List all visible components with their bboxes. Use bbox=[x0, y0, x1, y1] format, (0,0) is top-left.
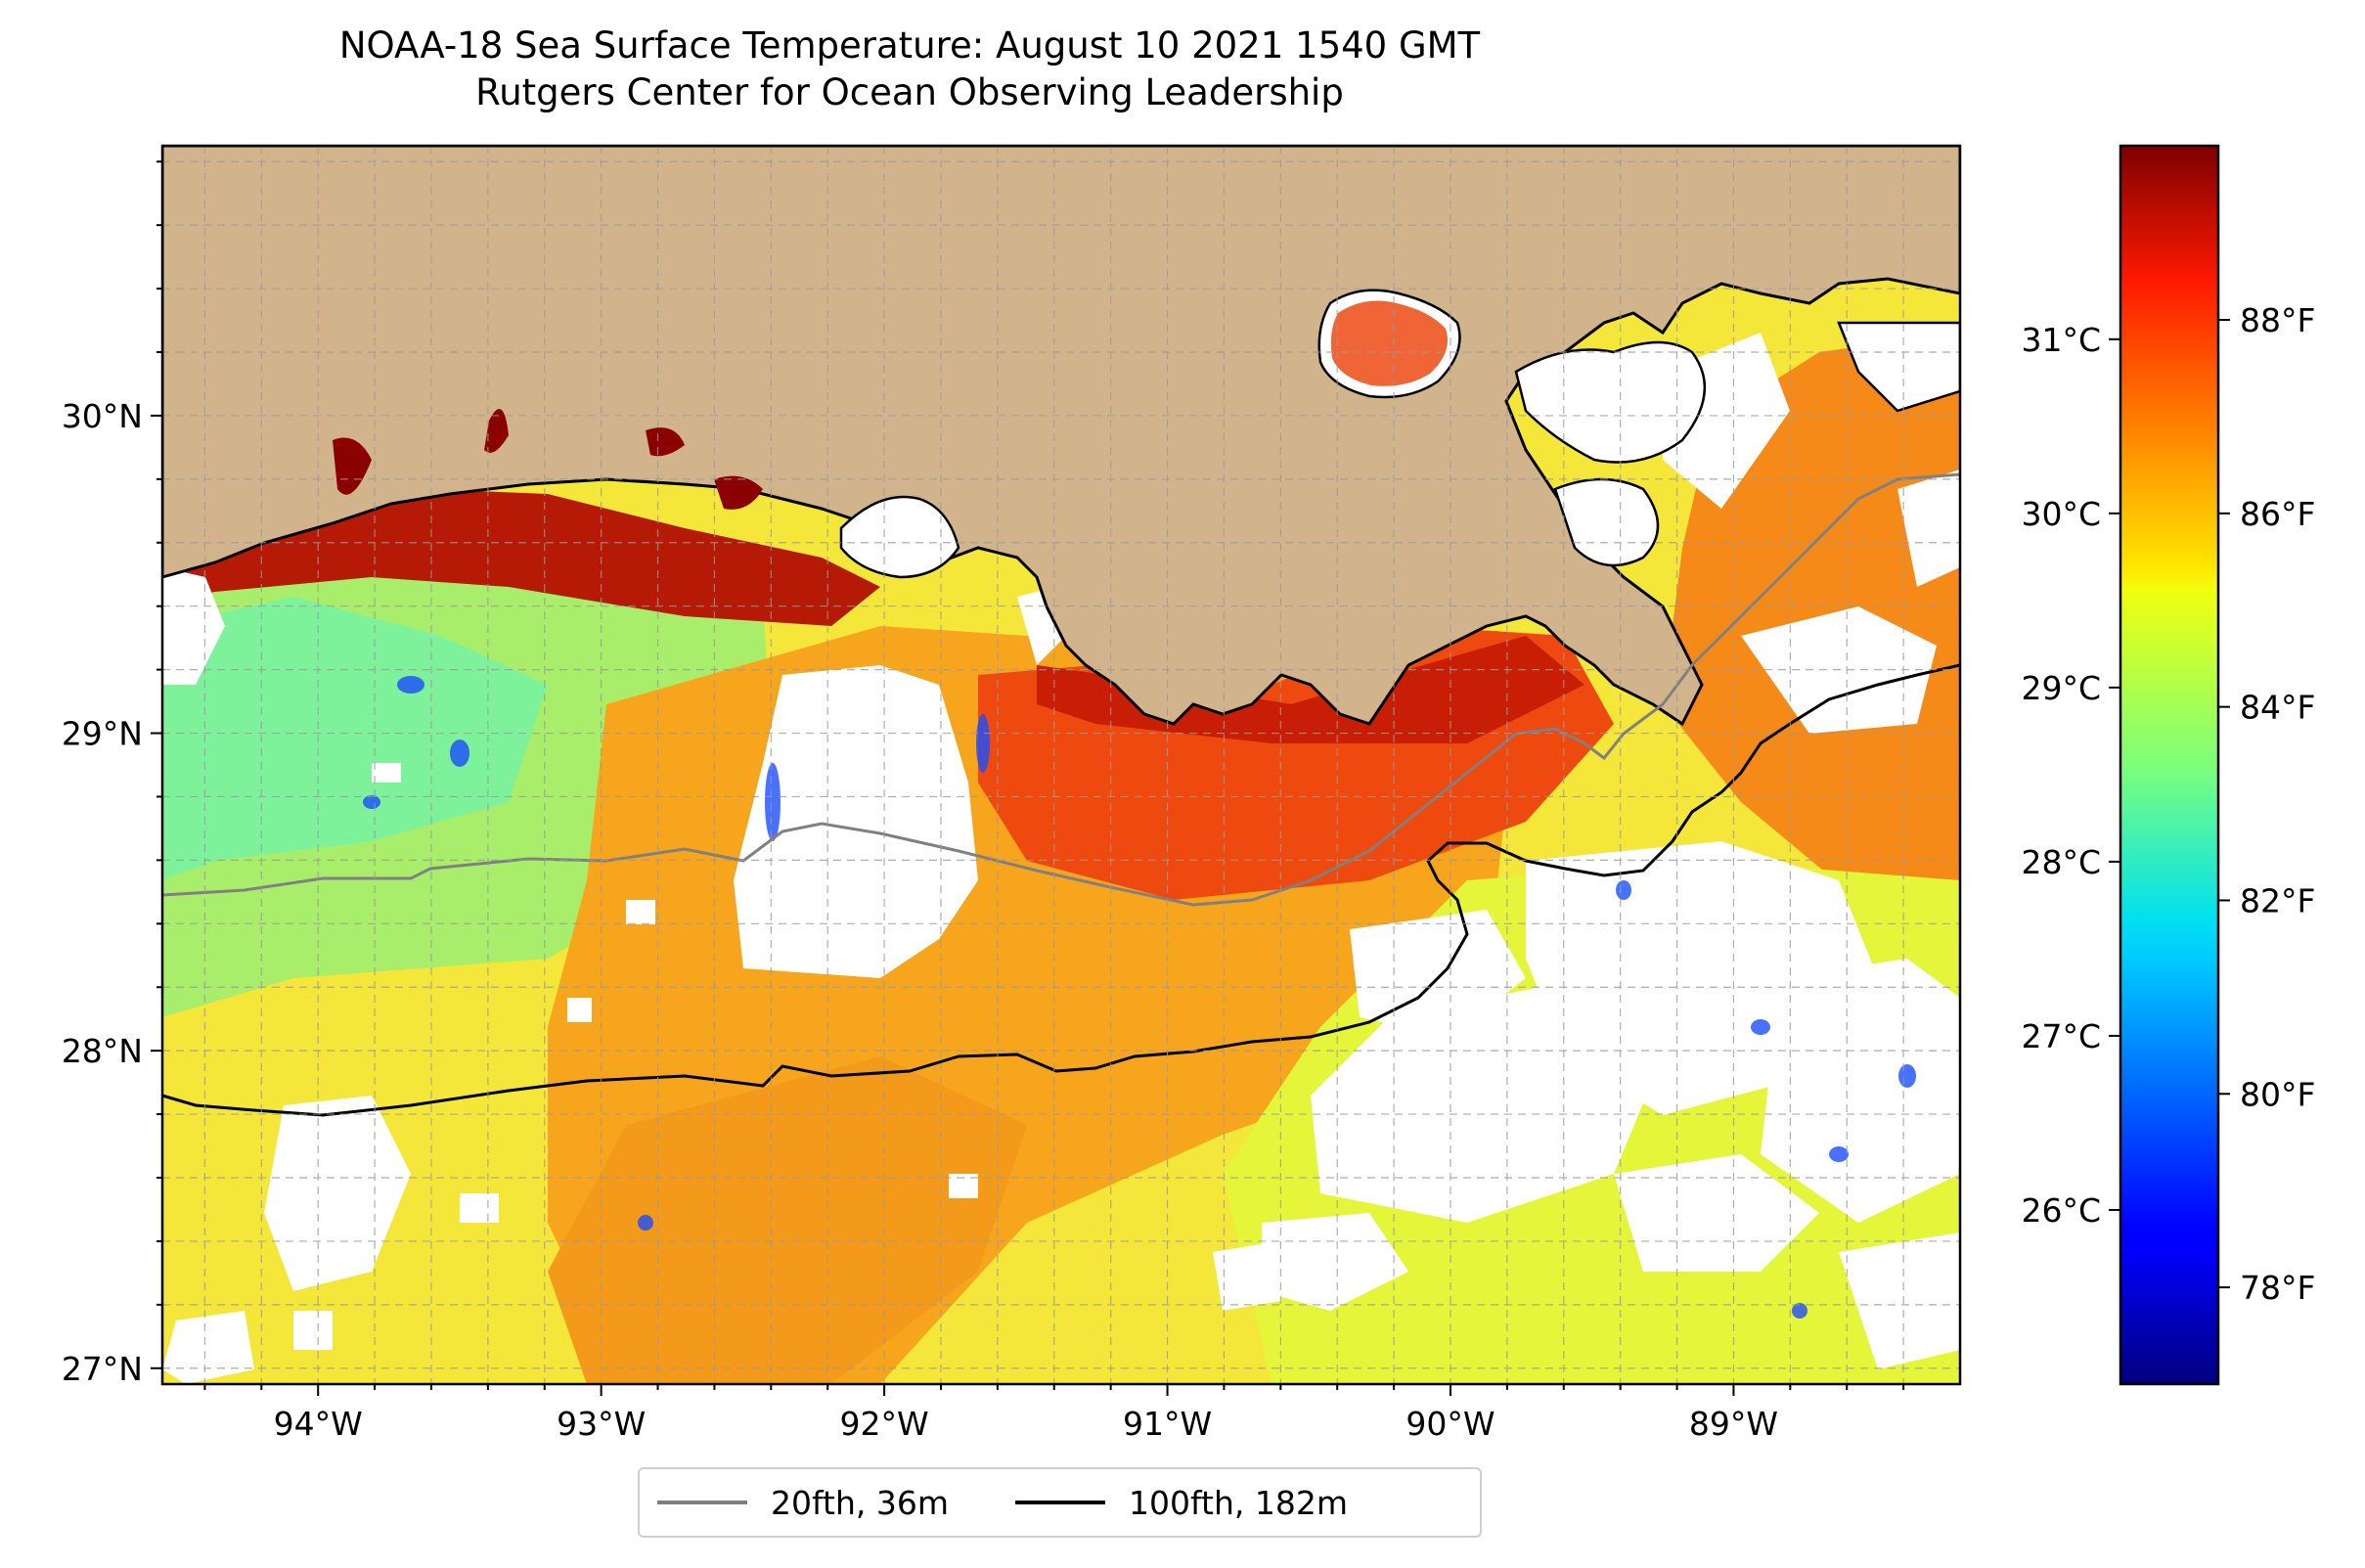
colorbar-c-label: 30°C bbox=[2021, 495, 2101, 533]
lon-tick-label: 90°W bbox=[1406, 1405, 1495, 1443]
map-canvas bbox=[162, 146, 1960, 1384]
map-frame bbox=[160, 144, 1962, 1386]
colorbar-c-label: 26°C bbox=[2021, 1191, 2101, 1230]
map-axis-ticks: 94°W 93°W 92°W 91°W 90°W 89°W 30°N 29°N 28°N 27°N bbox=[62, 160, 1905, 1443]
lat-tick-label: 28°N bbox=[62, 1032, 143, 1070]
legend-item-100fth: 100fth, 182m bbox=[998, 1484, 1348, 1522]
sst-hot-coast-west bbox=[162, 489, 880, 626]
sst-lake-grand bbox=[714, 475, 763, 510]
lon-tick-label: 93°W bbox=[557, 1405, 646, 1443]
sst-lake-white bbox=[646, 427, 685, 457]
sst-lake-pontchartrain bbox=[1330, 300, 1448, 386]
colorbar bbox=[2119, 144, 2220, 1386]
legend-swatch-100fth bbox=[1015, 1501, 1105, 1504]
sst-lake-west bbox=[484, 409, 509, 453]
colorbar-f-label: 80°F bbox=[2240, 1075, 2315, 1113]
land-louisiana bbox=[162, 146, 1960, 727]
legend: 20fth, 36m 100fth, 182m bbox=[638, 1467, 1482, 1538]
gridlines bbox=[162, 146, 1960, 1384]
colorbar-c-label: 31°C bbox=[2021, 321, 2101, 359]
colorbar-ticks: 88°F 86°F 84°F 82°F 80°F 78°F 31°C 30°C 29°C 28°C… bbox=[2021, 301, 2315, 1307]
lon-tick-label: 94°W bbox=[274, 1405, 363, 1443]
legend-label-20fth: 20fth, 36m bbox=[771, 1483, 949, 1522]
colorbar-f-label: 86°F bbox=[2240, 495, 2315, 533]
lat-tick-label: 29°N bbox=[62, 715, 143, 753]
lat-tick-label: 30°N bbox=[62, 397, 143, 435]
sst-warm-south bbox=[548, 1056, 1027, 1384]
colorbar-f-label: 88°F bbox=[2240, 301, 2315, 339]
chart-title: NOAA-18 Sea Surface Temperature: August … bbox=[338, 24, 1481, 67]
lon-tick-label: 91°W bbox=[1123, 1405, 1212, 1443]
chart-subtitle: Rutgers Center for Ocean Observing Leade… bbox=[475, 71, 1344, 113]
colorbar-f-label: 84°F bbox=[2240, 689, 2315, 727]
lon-tick-label: 92°W bbox=[840, 1405, 929, 1443]
legend-swatch-20fth bbox=[657, 1501, 747, 1504]
isobath-100fth bbox=[162, 663, 1960, 1117]
colorbar-c-label: 27°C bbox=[2021, 1017, 2101, 1055]
legend-item-20fth: 20fth, 36m bbox=[640, 1484, 949, 1522]
colorbar-c-label: 29°C bbox=[2021, 669, 2101, 707]
lon-tick-label: 89°W bbox=[1689, 1405, 1778, 1443]
lat-tick-label: 27°N bbox=[62, 1350, 143, 1388]
cold-spots bbox=[363, 676, 1916, 1319]
colorbar-f-label: 82°F bbox=[2240, 881, 2315, 919]
legend-label-100fth: 100fth, 182m bbox=[1129, 1483, 1348, 1522]
sst-cyan-west bbox=[162, 597, 548, 880]
sst-lake-calcasieu bbox=[333, 437, 372, 495]
colorbar-c-label: 28°C bbox=[2021, 843, 2101, 881]
colorbar-f-label: 78°F bbox=[2240, 1269, 2315, 1307]
